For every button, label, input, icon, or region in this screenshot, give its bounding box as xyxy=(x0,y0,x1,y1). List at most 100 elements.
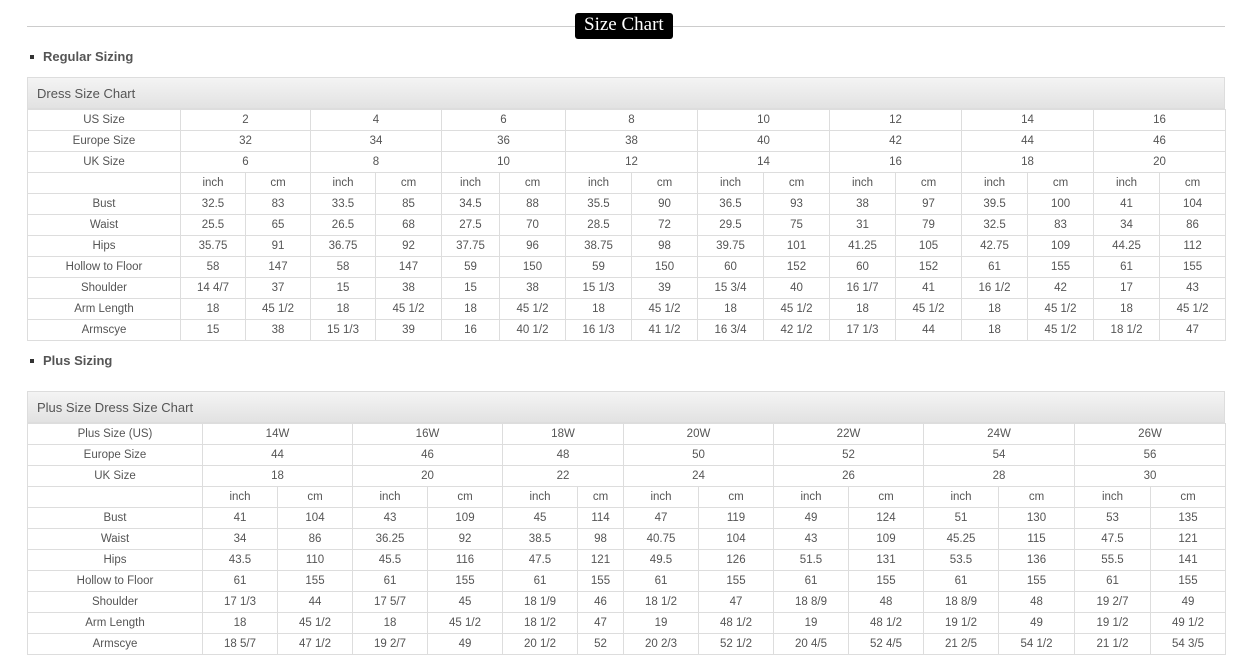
measurement-row: Shoulder 14 4/7 37 15 38 15 38 15 1/3 39 15 3/4 40… xyxy=(27,277,1227,299)
unit-row: inch cm inch cm inch cm inch cm inch cm inch cm inch… xyxy=(27,486,1226,508)
unit-inch: inch xyxy=(565,172,632,194)
row-label xyxy=(27,486,203,508)
measurement-cell: 47 xyxy=(698,591,774,613)
measurement-cell: 72 xyxy=(631,214,698,236)
size-cell: 8 xyxy=(565,109,698,131)
size-cell: 6 xyxy=(180,151,311,173)
measurement-cell: 124 xyxy=(848,507,924,529)
unit-cm: cm xyxy=(1150,486,1226,508)
measurement-cell: 85 xyxy=(375,193,442,215)
measurement-cell: 61 xyxy=(1093,256,1161,278)
size-cell: 10 xyxy=(441,151,566,173)
measurement-cell: 51 xyxy=(923,507,999,529)
row-label: US Size xyxy=(27,109,181,131)
measurement-cell: 34.5 xyxy=(441,193,500,215)
measurement-cell: 48 xyxy=(848,591,924,613)
measurement-cell: 18 5/7 xyxy=(202,633,278,655)
measurement-row: Arm Length 18 45 1/2 18 45 1/2 18 45 1/2 18 45 1… xyxy=(27,298,1227,320)
measurement-cell: 18 xyxy=(961,298,1029,320)
measurement-row: Hips 35.75 91 36.75 92 37.75 96 38.75 98 39.75 101… xyxy=(27,235,1227,257)
measurement-cell: 88 xyxy=(499,193,566,215)
measurement-cell: 48 xyxy=(998,591,1075,613)
size-cell: 24 xyxy=(623,465,774,487)
measurement-cell: 43.5 xyxy=(202,549,278,571)
measurement-cell: 17 xyxy=(1093,277,1161,299)
size-cell: 42 xyxy=(829,130,963,152)
measurement-cell: 92 xyxy=(375,235,442,257)
plus-sizing-label: Plus Sizing xyxy=(43,353,113,368)
row-label: Hips xyxy=(27,549,203,571)
measurement-cell: 150 xyxy=(499,256,566,278)
row-label: UK Size xyxy=(27,151,181,173)
unit-inch: inch xyxy=(1093,172,1161,194)
plus-sizing-heading: Plus Sizing xyxy=(30,353,112,368)
measurement-cell: 116 xyxy=(427,549,503,571)
size-cell: 12 xyxy=(829,109,963,131)
unit-cm: cm xyxy=(1159,172,1227,194)
measurement-cell: 49 xyxy=(427,633,503,655)
measurement-cell: 45 1/2 xyxy=(1027,298,1095,320)
measurement-cell: 37 xyxy=(245,277,311,299)
measurement-cell: 44 xyxy=(895,319,963,341)
measurement-cell: 18 xyxy=(180,298,246,320)
measurement-cell: 18 1/2 xyxy=(502,612,578,634)
measurement-cell: 18 1/9 xyxy=(502,591,578,613)
row-label: UK Size xyxy=(27,465,203,487)
unit-inch: inch xyxy=(961,172,1029,194)
measurement-cell: 15 1/3 xyxy=(310,319,376,341)
size-cell: 2 xyxy=(180,109,311,131)
row-label: Europe Size xyxy=(27,444,203,466)
size-cell: 14 xyxy=(961,109,1095,131)
size-cell: 52 xyxy=(773,444,924,466)
measurement-cell: 19 xyxy=(623,612,699,634)
size-cell: 26W xyxy=(1074,423,1226,445)
measurement-cell: 58 xyxy=(180,256,246,278)
regular-size-panel: Dress Size Chart US Size 2 4 6 8 10 12 14 16 Euro… xyxy=(27,77,1227,341)
measurement-cell: 15 xyxy=(180,319,246,341)
measurement-cell: 115 xyxy=(998,528,1075,550)
size-cell: 16 xyxy=(1093,109,1227,131)
measurement-cell: 61 xyxy=(352,570,428,592)
unit-inch: inch xyxy=(310,172,376,194)
row-label: Shoulder xyxy=(27,277,181,299)
measurement-cell: 44 xyxy=(277,591,353,613)
measurement-cell: 45 1/2 xyxy=(277,612,353,634)
measurement-cell: 18 xyxy=(829,298,897,320)
unit-cm: cm xyxy=(698,486,774,508)
measurement-cell: 45 1/2 xyxy=(245,298,311,320)
measurement-cell: 49 xyxy=(998,612,1075,634)
measurement-cell: 155 xyxy=(1159,256,1227,278)
measurement-cell: 45 1/2 xyxy=(427,612,503,634)
measurement-cell: 18 xyxy=(961,319,1029,341)
measurement-cell: 45.5 xyxy=(352,549,428,571)
size-row: Europe Size 44 46 48 50 52 54 56 xyxy=(27,444,1226,466)
measurement-cell: 147 xyxy=(245,256,311,278)
measurement-cell: 112 xyxy=(1159,235,1227,257)
measurement-cell: 45 1/2 xyxy=(631,298,698,320)
measurement-cell: 47.5 xyxy=(502,549,578,571)
measurement-cell: 47.5 xyxy=(1074,528,1151,550)
measurement-row: Hollow to Floor 61 155 61 155 61 155 61 155 61 155… xyxy=(27,570,1226,592)
measurement-cell: 70 xyxy=(499,214,566,236)
unit-inch: inch xyxy=(502,486,578,508)
size-cell: 38 xyxy=(565,130,698,152)
measurement-cell: 18 xyxy=(352,612,428,634)
unit-inch: inch xyxy=(773,486,849,508)
measurement-cell: 28.5 xyxy=(565,214,632,236)
measurement-cell: 48 1/2 xyxy=(698,612,774,634)
row-label: Bust xyxy=(27,507,203,529)
row-label xyxy=(27,172,181,194)
measurement-cell: 75 xyxy=(762,214,831,236)
unit-cm: cm xyxy=(998,486,1075,508)
size-row: UK Size 18 20 22 24 26 28 30 xyxy=(27,465,1226,487)
measurement-cell: 19 1/2 xyxy=(1074,612,1151,634)
measurement-cell: 155 xyxy=(577,570,624,592)
measurement-cell: 49 xyxy=(1150,591,1226,613)
measurement-cell: 14 4/7 xyxy=(180,277,246,299)
measurement-cell: 61 xyxy=(961,256,1029,278)
measurement-row: Shoulder 17 1/3 44 17 5/7 45 18 1/9 46 18 1/2 47… xyxy=(27,591,1226,613)
measurement-cell: 45 1/2 xyxy=(499,298,566,320)
measurement-cell: 68 xyxy=(375,214,442,236)
size-cell: 14 xyxy=(696,151,831,173)
size-cell: 54 xyxy=(923,444,1075,466)
